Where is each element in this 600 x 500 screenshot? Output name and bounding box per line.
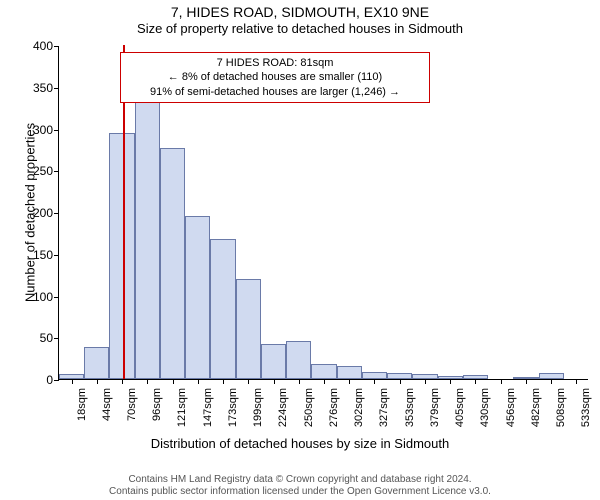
y-tick-mark [54, 130, 59, 131]
x-tick-label: 70sqm [126, 388, 138, 421]
histogram-bar [210, 239, 235, 379]
histogram-bar [412, 374, 437, 379]
x-tick-label: 482sqm [530, 388, 542, 427]
x-tick-mark [274, 380, 275, 384]
x-tick-label: 353sqm [404, 388, 416, 427]
x-tick-label: 276sqm [328, 388, 340, 427]
x-tick-mark [198, 380, 199, 384]
histogram-bar [84, 347, 109, 379]
x-tick-mark [576, 380, 577, 384]
x-tick-label: 430sqm [479, 388, 491, 427]
x-tick-label: 121sqm [177, 388, 189, 427]
y-tick-mark [54, 213, 59, 214]
y-tick-mark [54, 338, 59, 339]
title-line-1: 7, HIDES ROAD, SIDMOUTH, EX10 9NE [0, 0, 600, 21]
x-tick-label: 379sqm [429, 388, 441, 427]
histogram-bar [311, 364, 336, 379]
x-tick-label: 147sqm [202, 388, 214, 427]
x-tick-label: 456sqm [505, 388, 517, 427]
annotation-line-1: 7 HIDES ROAD: 81sqm [127, 56, 423, 70]
x-tick-mark [501, 380, 502, 384]
chart-plot-area: 05010015020025030035040018sqm44sqm70sqm9… [58, 46, 588, 380]
x-tick-label: 199sqm [252, 388, 264, 427]
x-tick-mark [450, 380, 451, 384]
x-tick-mark [475, 380, 476, 384]
y-tick-label: 400 [19, 39, 53, 53]
footer-line-2: Contains public sector information licen… [0, 486, 600, 498]
annotation-line-2: ← 8% of detached houses are smaller (110… [127, 70, 423, 84]
title-line-2: Size of property relative to detached ho… [0, 21, 600, 41]
x-tick-label: 96sqm [151, 388, 163, 421]
x-tick-mark [147, 380, 148, 384]
y-tick-mark [54, 46, 59, 47]
histogram-bar [261, 344, 286, 379]
x-axis-label: Distribution of detached houses by size … [0, 436, 600, 451]
x-tick-mark [374, 380, 375, 384]
histogram-bar [387, 373, 412, 379]
histogram-bar [438, 376, 463, 379]
y-tick-mark [54, 255, 59, 256]
x-tick-label: 302sqm [353, 388, 365, 427]
y-tick-label: 50 [19, 331, 53, 345]
histogram-bar [463, 375, 488, 379]
x-tick-mark [349, 380, 350, 384]
x-tick-mark [72, 380, 73, 384]
histogram-bar [160, 148, 185, 379]
x-tick-mark [122, 380, 123, 384]
histogram-bar [286, 341, 311, 379]
x-tick-label: 405sqm [454, 388, 466, 427]
annotation-box: 7 HIDES ROAD: 81sqm ← 8% of detached hou… [120, 52, 430, 103]
chart-container: 7, HIDES ROAD, SIDMOUTH, EX10 9NE Size o… [0, 0, 600, 500]
x-tick-mark [97, 380, 98, 384]
x-tick-mark [324, 380, 325, 384]
histogram-bar [362, 372, 387, 379]
footer-line-1: Contains HM Land Registry data © Crown c… [0, 474, 600, 486]
x-tick-label: 18sqm [76, 388, 88, 421]
histogram-bar [59, 374, 84, 379]
x-tick-label: 508sqm [555, 388, 567, 427]
y-tick-label: 0 [19, 373, 53, 387]
x-tick-mark [173, 380, 174, 384]
x-tick-mark [223, 380, 224, 384]
annotation-line-3: 91% of semi-detached houses are larger (… [127, 85, 423, 99]
footer-attribution: Contains HM Land Registry data © Crown c… [0, 474, 600, 498]
y-tick-mark [54, 171, 59, 172]
y-axis-label: Number of detached properties [23, 113, 38, 313]
y-tick-label: 350 [19, 81, 53, 95]
histogram-bar [185, 216, 210, 379]
x-tick-label: 327sqm [378, 388, 390, 427]
histogram-bar [236, 279, 261, 379]
histogram-bar [513, 377, 538, 380]
x-tick-label: 173sqm [227, 388, 239, 427]
y-tick-mark [54, 380, 59, 381]
x-tick-mark [400, 380, 401, 384]
histogram-bar [337, 366, 362, 379]
histogram-bar [135, 95, 160, 379]
y-tick-mark [54, 297, 59, 298]
x-tick-label: 44sqm [101, 388, 113, 421]
x-tick-mark [299, 380, 300, 384]
x-tick-mark [425, 380, 426, 384]
x-tick-mark [526, 380, 527, 384]
histogram-bar [109, 133, 134, 379]
x-tick-label: 533sqm [580, 388, 592, 427]
x-tick-label: 250sqm [303, 388, 315, 427]
x-tick-label: 224sqm [278, 388, 290, 427]
y-tick-mark [54, 88, 59, 89]
histogram-bar [539, 373, 564, 379]
x-tick-mark [551, 380, 552, 384]
x-tick-mark [248, 380, 249, 384]
